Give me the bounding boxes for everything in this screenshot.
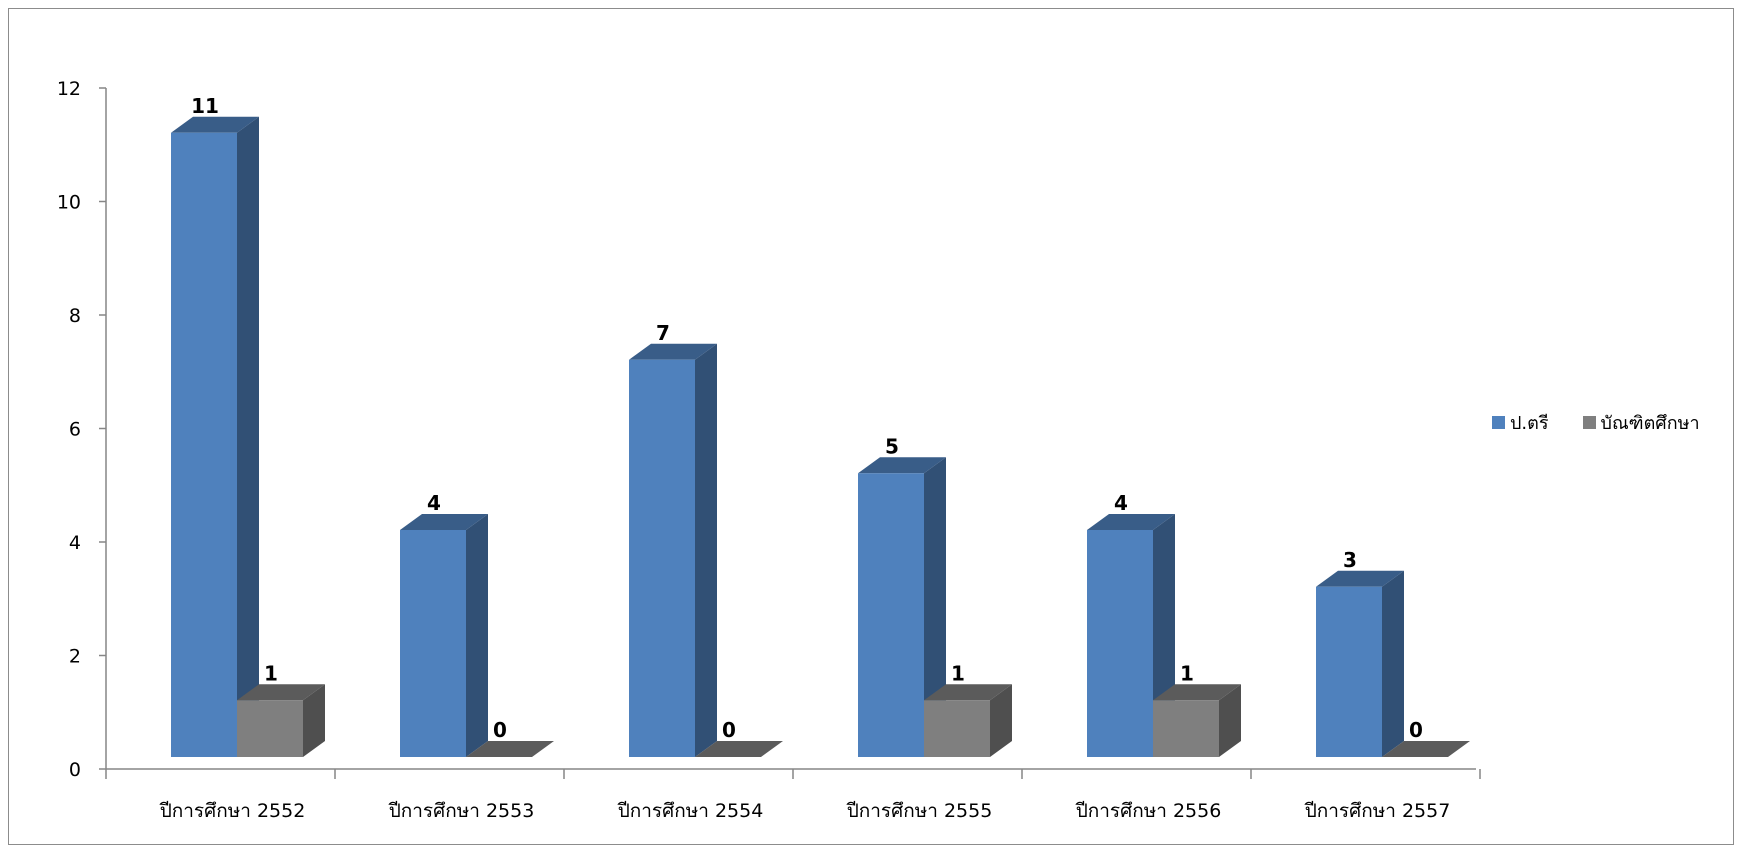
x-category-label: ปีการศึกษา 2555 — [846, 800, 992, 822]
bar-side-face — [1219, 684, 1241, 757]
data-label: 7 — [656, 321, 670, 345]
legend-item-series-2[interactable]: บัณฑิตศึกษา — [1582, 408, 1700, 437]
bar — [237, 684, 325, 757]
bar-side-face — [466, 514, 488, 757]
labels: ปีการศึกษา 2552 ปีการศึกษา 2553 ปีการศึกษา… — [159, 94, 1450, 822]
bar — [400, 514, 488, 757]
data-label: 1 — [951, 661, 965, 685]
bar-front-face — [1087, 530, 1153, 757]
legend-swatch-series-2 — [1582, 416, 1596, 429]
bar-top-face — [1316, 570, 1404, 587]
bar-side-face — [303, 684, 325, 757]
x-category-label: ปีการศึกษา 2556 — [1075, 800, 1221, 822]
bar-top-face — [1087, 514, 1175, 530]
bar-front-face — [1153, 700, 1219, 757]
data-label: 11 — [191, 94, 219, 118]
legend-label-series-2: บัณฑิตศึกษา — [1600, 413, 1700, 434]
bar — [924, 684, 1012, 757]
data-label: 4 — [1114, 491, 1128, 515]
bar-front-face — [858, 473, 924, 757]
data-label: 0 — [493, 718, 507, 742]
legend-swatch-series-1 — [1492, 416, 1505, 429]
x-category-label: ปีการศึกษา 2552 — [159, 800, 305, 822]
data-label: 3 — [1343, 548, 1357, 572]
bar-top-face — [171, 116, 259, 133]
y-tick-label: 12 — [57, 78, 81, 100]
bar-top-face — [695, 741, 783, 757]
bar-side-face — [1382, 570, 1404, 757]
bars — [171, 116, 1470, 757]
bar — [1153, 684, 1241, 757]
bar — [466, 741, 554, 757]
bar-front-face — [924, 700, 990, 757]
bar-side-face — [990, 684, 1012, 757]
bar-top-face — [237, 684, 325, 701]
bar-side-face — [237, 116, 259, 757]
bar-front-face — [171, 132, 237, 757]
x-category-label: ปีการศึกษา 2557 — [1304, 800, 1450, 822]
bar-front-face — [1316, 586, 1382, 757]
bar-front-face — [400, 530, 466, 757]
bar — [1087, 514, 1175, 757]
legend-item-series-1[interactable]: ป.ตรี — [1492, 408, 1549, 437]
bar-front-face — [629, 359, 695, 757]
y-tick-label: 2 — [69, 646, 81, 668]
data-label: 4 — [427, 491, 441, 515]
bar — [171, 116, 259, 757]
x-category-label: ปีการศึกษา 2554 — [617, 800, 763, 822]
bar-top-face — [1382, 741, 1470, 757]
bar-top-face — [466, 741, 554, 757]
data-label: 0 — [1409, 718, 1423, 742]
y-tick-label: 4 — [69, 532, 81, 554]
y-tick-label: 10 — [57, 192, 81, 214]
bar-front-face — [237, 700, 303, 757]
bar-side-face — [695, 343, 717, 757]
bar-side-face — [924, 457, 946, 757]
data-label: 5 — [885, 434, 899, 458]
y-tick-label: 0 — [69, 759, 81, 781]
legend-label-series-1: ป.ตรี — [1510, 413, 1549, 434]
bar-top-face — [924, 684, 1012, 701]
bar-top-face — [858, 457, 946, 474]
bar-top-face — [1153, 684, 1241, 701]
legend: ป.ตรี บัณฑิตศึกษา — [1492, 408, 1700, 437]
bar-top-face — [629, 343, 717, 360]
bar — [1316, 570, 1404, 757]
data-label: 1 — [1180, 661, 1194, 685]
bar — [695, 741, 783, 757]
bar — [858, 457, 946, 757]
y-tick-label: 8 — [69, 305, 81, 327]
bar — [1382, 741, 1470, 757]
y-tick-label: 6 — [69, 419, 81, 441]
bar-top-face — [400, 514, 488, 530]
bar — [629, 343, 717, 757]
data-label: 1 — [264, 661, 278, 685]
data-label: 0 — [722, 718, 736, 742]
x-category-label: ปีการศึกษา 2553 — [388, 800, 534, 822]
